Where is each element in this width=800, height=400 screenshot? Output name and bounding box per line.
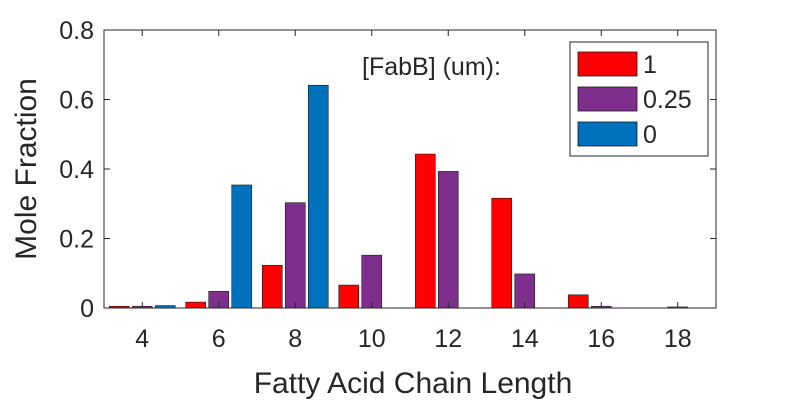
x-tick-label: 8 (288, 325, 302, 353)
x-tick-label: 16 (587, 325, 615, 353)
bar-1-16 (567, 294, 589, 309)
bar-0.25-10 (361, 254, 383, 309)
legend-label-0.25: 0.25 (643, 86, 692, 114)
bar-0-6 (231, 184, 253, 309)
bar-0-4 (154, 305, 176, 309)
bar-1-14 (491, 197, 513, 309)
x-axis-ticks: 4 6 8 10 12 14 16 18 (135, 30, 692, 353)
bar-1-10 (338, 284, 360, 309)
y-tick-label: 0.8 (59, 17, 94, 45)
bar-1-8 (261, 264, 283, 309)
legend-label-1: 1 (643, 51, 657, 79)
legend: 1 0.25 0 (569, 41, 709, 157)
legend-title: [FabB] (um): (362, 53, 501, 81)
y-axis-ticks: 0 0.2 0.4 0.6 0.8 (59, 17, 716, 323)
y-tick-label: 0.4 (59, 156, 94, 184)
bar-1-4 (108, 305, 130, 309)
legend-swatch-0.25 (577, 86, 638, 112)
x-axis-title: Fatty Acid Chain Length (254, 367, 573, 400)
x-tick-label: 14 (511, 325, 539, 353)
x-tick-label: 4 (135, 325, 149, 353)
x-tick-label: 10 (358, 325, 386, 353)
bar-1-12 (414, 153, 436, 309)
y-tick-label: 0.2 (59, 226, 94, 254)
x-tick-label: 6 (212, 325, 226, 353)
y-tick-label: 0.6 (59, 87, 94, 115)
legend-swatch-0 (577, 121, 638, 147)
bar-0.25-12 (437, 171, 459, 309)
x-tick-label: 12 (434, 325, 462, 353)
bar-1-6 (185, 301, 207, 309)
legend-swatch-1 (577, 51, 638, 77)
legend-label-0: 0 (643, 121, 657, 149)
x-tick-label: 18 (664, 325, 692, 353)
bar-0-8 (307, 84, 329, 309)
y-tick-label: 0 (80, 295, 94, 323)
bar-0.25-8 (284, 202, 306, 309)
y-axis-title: Mole Fraction (10, 78, 43, 260)
